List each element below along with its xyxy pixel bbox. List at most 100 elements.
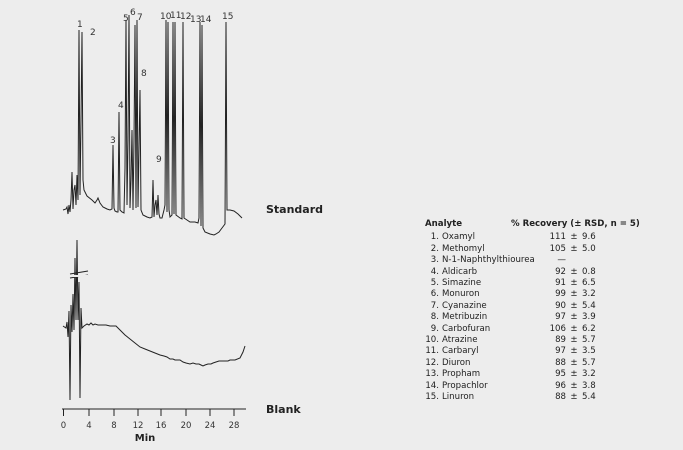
table-row: 4. Aldicarb 92 ±0.8 — [425, 267, 675, 278]
row-rsd: 9.6 — [582, 232, 596, 243]
row-recovery: 88 — [555, 392, 566, 403]
row-num: 6. — [430, 289, 439, 300]
table-row: 10. Atrazine 89 ±5.7 — [425, 335, 675, 346]
table-row: 1. Oxamyl 111 ±9.6 — [425, 232, 675, 243]
row-analyte: Carbaryl — [442, 346, 479, 357]
tick-28: 28 — [229, 421, 240, 431]
table-row: 7. Cyanazine 90 ±5.4 — [425, 301, 675, 312]
peak-label-12: 12 — [180, 12, 191, 22]
row-rsd: 5.4 — [582, 392, 596, 403]
row-pm: ± — [570, 346, 578, 357]
table-row: 14. Propachlor 96 ±3.8 — [425, 381, 675, 392]
row-num: 4. — [430, 266, 439, 277]
row-recovery: 96 — [555, 380, 566, 391]
row-num: 7. — [430, 300, 439, 311]
table-row: 12. Diuron 88 ±5.7 — [425, 358, 675, 369]
row-rsd: 3.2 — [582, 369, 596, 380]
row-rsd: 0.8 — [582, 266, 596, 277]
row-num: 14. — [425, 380, 439, 391]
peak-labels: 1 2 3 4 5 6 7 8 9 10 11 12 13 14 15 — [77, 8, 233, 165]
row-recovery: 89 — [555, 335, 566, 346]
peak-label-2: 2 — [90, 28, 96, 38]
row-rsd: 3.8 — [582, 380, 596, 391]
row-analyte: Linuron — [442, 392, 475, 403]
x-axis-title: Min — [135, 433, 156, 444]
peak-label-14: 14 — [200, 15, 212, 25]
table-header: Analyte % Recovery (± RSD, n = 5) — [425, 219, 675, 230]
peak-label-15: 15 — [222, 12, 233, 22]
row-rsd: 5.7 — [582, 357, 596, 368]
peak-label-6: 6 — [130, 8, 136, 18]
row-rsd: 3.9 — [582, 312, 596, 323]
row-analyte: Monuron — [442, 289, 480, 300]
row-pm: ± — [570, 380, 578, 391]
axis-break-icon — [69, 270, 89, 279]
blank-label: Blank — [266, 403, 301, 416]
recovery-table: Analyte % Recovery (± RSD, n = 5) 1. Oxam… — [425, 219, 675, 404]
header-recovery: % Recovery (± RSD, n = 5) — [511, 219, 640, 229]
table-row: 5. Simazine 91 ±6.5 — [425, 278, 675, 289]
row-pm: ± — [570, 335, 578, 346]
row-analyte: Methomyl — [442, 243, 485, 254]
row-analyte: Propham — [442, 369, 481, 380]
row-recovery: 99 — [555, 289, 566, 300]
row-pm: ± — [570, 289, 578, 300]
peak-label-8: 8 — [141, 69, 147, 79]
row-num: 8. — [430, 312, 439, 323]
tick-12: 12 — [133, 421, 144, 431]
row-pm: ± — [570, 266, 578, 277]
tick-24: 24 — [205, 421, 216, 431]
row-recovery: 95 — [555, 369, 566, 380]
row-recovery: 111 — [549, 232, 566, 243]
row-num: 13. — [425, 369, 439, 380]
row-rsd: 6.5 — [582, 278, 596, 289]
row-analyte: Aldicarb — [442, 266, 478, 277]
peak-label-1: 1 — [77, 20, 83, 30]
peak-label-9: 9 — [156, 155, 162, 165]
row-analyte: Cyanazine — [442, 300, 487, 311]
row-rsd: 5.7 — [582, 335, 596, 346]
header-analyte: Analyte — [425, 219, 463, 229]
tick-20: 20 — [181, 421, 192, 431]
row-recovery: 90 — [555, 300, 566, 311]
tick-0: 0 — [61, 421, 66, 431]
row-rsd: 3.2 — [582, 289, 596, 300]
row-pm: ± — [570, 323, 578, 334]
row-analyte: Propachlor — [442, 380, 488, 391]
row-num: 12. — [425, 357, 439, 368]
row-analyte: Carbofuran — [442, 323, 491, 334]
row-pm — [566, 255, 582, 266]
x-axis-ticks: 0 4 8 12 16 20 24 28 Min — [61, 421, 240, 444]
row-analyte: Diuron — [442, 357, 471, 368]
row-pm: ± — [570, 392, 578, 403]
peak-label-5: 5 — [123, 14, 129, 24]
row-num: 5. — [430, 278, 439, 289]
row-analyte: Atrazine — [442, 335, 478, 346]
peak-label-7: 7 — [137, 13, 143, 23]
row-num: 15. — [425, 392, 439, 403]
x-axis — [62, 408, 246, 416]
standard-label: Standard — [266, 203, 324, 216]
row-num: 10. — [425, 335, 439, 346]
peak-label-3: 3 — [110, 136, 116, 146]
row-rsd: 3.5 — [582, 346, 596, 357]
row-rsd: 5.0 — [582, 243, 596, 254]
table-row: 3. N-1-Naphthylthiourea — — [425, 255, 675, 266]
tick-16: 16 — [156, 421, 167, 431]
row-rsd: 5.4 — [582, 300, 596, 311]
table-row: 9. Carbofuran 106 ±6.2 — [425, 324, 675, 335]
row-recovery: 97 — [555, 346, 566, 357]
row-num: 3. — [430, 255, 439, 266]
row-recovery: 92 — [555, 266, 566, 277]
table-row: 15. Linuron 88 ±5.4 — [425, 392, 675, 403]
row-recovery: 88 — [555, 357, 566, 368]
peak-label-4: 4 — [118, 101, 124, 111]
row-num: 9. — [430, 323, 439, 334]
row-pm: ± — [570, 357, 578, 368]
row-pm: ± — [570, 312, 578, 323]
row-recovery: 97 — [555, 312, 566, 323]
row-pm: ± — [570, 278, 578, 289]
peak-label-10: 10 — [160, 12, 172, 22]
row-rsd — [582, 255, 602, 266]
